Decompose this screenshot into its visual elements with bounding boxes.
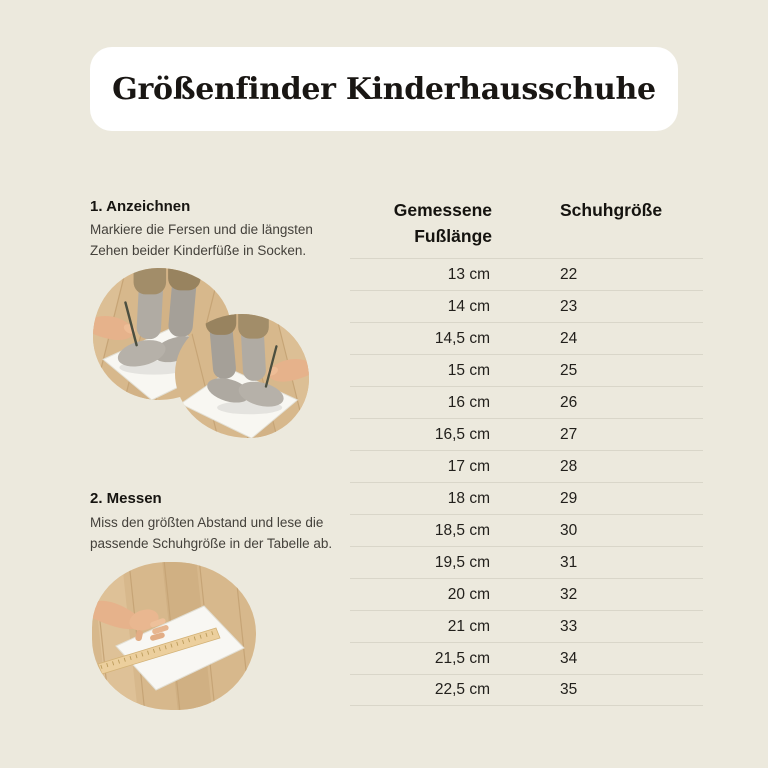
- table-row: 18 cm 29: [350, 482, 703, 514]
- shoe-size-cell: 29: [560, 489, 578, 507]
- table-row: 21,5 cm 34: [350, 642, 703, 674]
- pant-legs: [205, 314, 269, 339]
- foot-length-cell: 17 cm: [447, 457, 490, 475]
- foot-length-cell: 20 cm: [447, 585, 490, 603]
- shoe-size-cell: 32: [560, 585, 578, 603]
- shoe-size-cell: 27: [560, 425, 578, 443]
- page-title: Größenfinder Kinderhausschuhe: [112, 71, 656, 107]
- foot-length-cell: 13 cm: [447, 265, 490, 283]
- table-row: 14,5 cm 24: [350, 322, 703, 354]
- size-table-header: Gemessene Fußlänge Schuhgröße: [350, 190, 703, 258]
- foot-length-cell: 21 cm: [447, 617, 490, 635]
- table-row: 21 cm 33: [350, 610, 703, 642]
- hand-with-pencil: [264, 345, 309, 388]
- foot-length-cell: 18,5 cm: [434, 521, 490, 539]
- shoe-size-cell: 28: [560, 457, 578, 475]
- foot-length-cell: 22,5 cm: [434, 681, 490, 698]
- foot-length-cell: 16 cm: [447, 393, 490, 411]
- step-1-heading: 1. Anzeichnen: [90, 198, 191, 215]
- foot-length-cell: 15 cm: [447, 361, 490, 379]
- foot-length-cell: 14,5 cm: [434, 329, 490, 347]
- table-row: 19,5 cm 31: [350, 546, 703, 578]
- shoe-size-cell: 30: [560, 521, 578, 539]
- foot-length-cell: 16,5 cm: [434, 425, 490, 443]
- column-header-foot-length: Gemessene Fußlänge: [350, 197, 492, 258]
- wooden-ruler: [97, 627, 221, 675]
- table-row: 18,5 cm 30: [350, 514, 703, 546]
- title-card: Größenfinder Kinderhausschuhe: [90, 47, 678, 131]
- socked-feet: [207, 321, 284, 415]
- marking-photo-2: [175, 314, 309, 438]
- shoe-size-cell: 22: [560, 265, 578, 283]
- measuring-photo: [92, 562, 256, 710]
- foot-length-cell: 14 cm: [447, 297, 490, 315]
- table-row: 22,5 cm 35: [350, 674, 703, 706]
- step-2-description: Miss den größten Abstand und lese die pa…: [90, 515, 333, 551]
- shoe-size-cell: 33: [560, 617, 578, 635]
- table-row: 16,5 cm 27: [350, 418, 703, 450]
- shoe-size-cell: 26: [560, 393, 578, 411]
- step-1-description: Markiere die Fersen und die längsten Zeh…: [90, 222, 313, 258]
- step-2-heading: 2. Messen: [90, 490, 162, 507]
- size-table: Gemessene Fußlänge Schuhgröße 13 cm 22 1…: [350, 190, 703, 706]
- foot-length-cell: 21,5 cm: [434, 649, 490, 667]
- shoe-size-cell: 25: [560, 361, 578, 379]
- column-header-foot-length-line2: Fußlänge: [414, 226, 492, 246]
- table-row: 15 cm 25: [350, 354, 703, 386]
- table-row: 14 cm 23: [350, 290, 703, 322]
- column-header-shoe-size: Schuhgröße: [560, 200, 663, 220]
- size-table-rows: 13 cm 22 14 cm 23 14,5 cm 24 15 cm 25: [350, 258, 703, 706]
- foot-length-cell: 18 cm: [447, 489, 490, 507]
- table-row: 13 cm 22: [350, 258, 703, 290]
- shoe-size-cell: 35: [560, 681, 578, 698]
- measuring-hand: [92, 600, 169, 642]
- column-header-foot-length-line1: Gemessene: [393, 200, 492, 220]
- hand-with-pencil: [93, 301, 138, 347]
- shoe-size-cell: 34: [560, 649, 578, 667]
- table-row: 17 cm 28: [350, 450, 703, 482]
- foot-length-cell: 19,5 cm: [434, 553, 490, 571]
- shoe-size-cell: 24: [560, 329, 578, 347]
- table-row: 16 cm 26: [350, 386, 703, 418]
- shoe-size-cell: 31: [560, 553, 578, 571]
- shoe-size-cell: 23: [560, 297, 578, 315]
- table-row: 20 cm 32: [350, 578, 703, 610]
